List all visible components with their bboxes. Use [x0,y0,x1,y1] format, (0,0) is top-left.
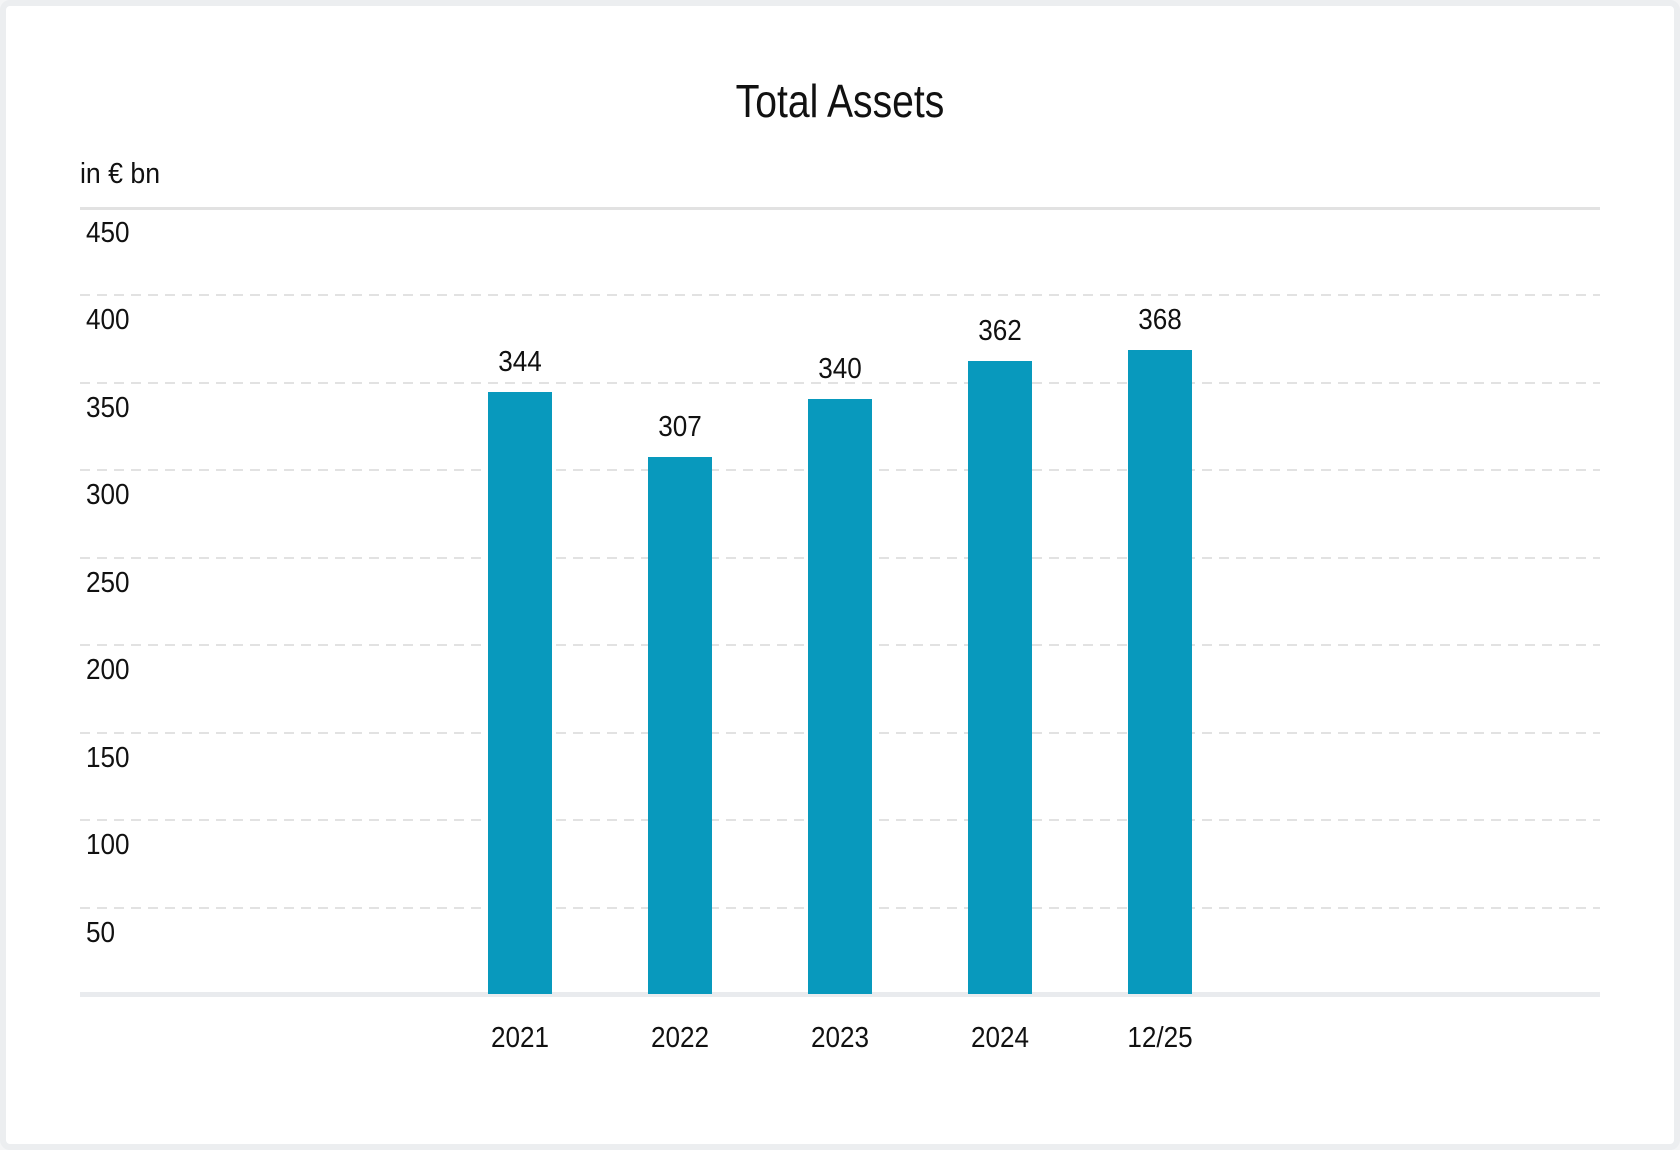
y-tick-label-200: 200 [86,654,130,686]
y-tick-label-250: 250 [86,567,130,599]
x-axis-line [80,992,1600,997]
bar-value-label-2024: 362 [978,315,1022,347]
y-tick-label-400: 400 [86,304,130,336]
bar-2022 [648,457,712,994]
bar-value-label-12/25: 368 [1138,304,1182,336]
x-tick-label-2021: 2021 [490,1022,550,1054]
gridline-450 [80,207,1600,210]
bar-2021 [488,392,552,994]
x-tick-label-2024: 2024 [970,1022,1030,1054]
y-tick-label-300: 300 [86,479,130,511]
y-tick-label-450: 450 [86,217,130,249]
chart-title: Total Assets [735,75,945,127]
gridline-400 [80,294,1600,296]
bar-value-label-2022: 307 [658,411,702,443]
bar-12/25 [1128,350,1192,994]
x-tick-label-2022: 2022 [650,1022,710,1054]
bar-2024 [968,361,1032,994]
x-tick-label-12/25: 12/25 [1127,1022,1193,1054]
y-axis-unit-label: in € bn [80,158,161,190]
y-tick-label-50: 50 [86,917,116,949]
bar-value-label-2023: 340 [818,353,862,385]
y-tick-label-350: 350 [86,392,130,424]
gridline-350 [80,382,1600,384]
bar-2023 [808,399,872,994]
bar-value-label-2021: 344 [498,346,542,378]
x-tick-label-2023: 2023 [810,1022,870,1054]
y-tick-label-150: 150 [86,742,130,774]
y-tick-label-100: 100 [86,829,130,861]
plot-area: 50 100 150 200 250 300 350 400 450 344 2021 307 2022… [80,207,1600,1054]
